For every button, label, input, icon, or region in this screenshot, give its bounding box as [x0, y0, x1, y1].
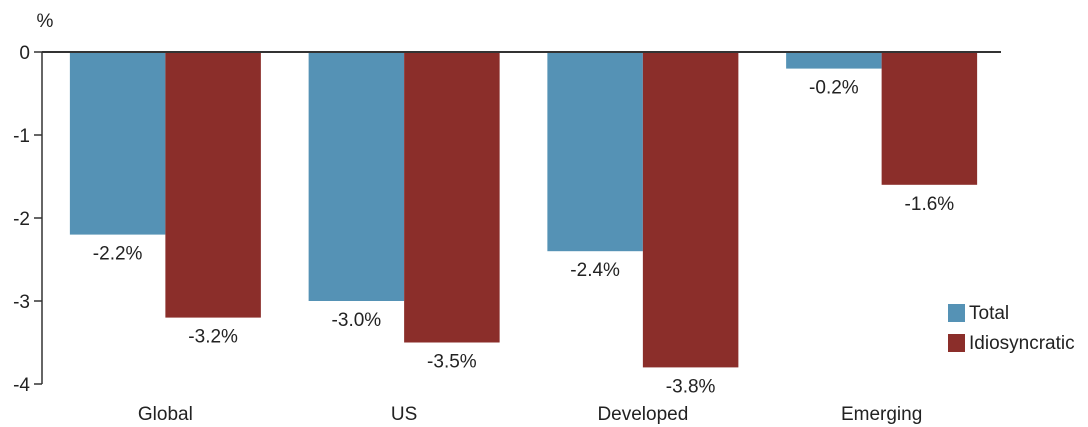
y-tick-label: -1	[13, 126, 30, 147]
bar	[786, 52, 882, 69]
value-label: -3.5%	[427, 352, 477, 373]
y-tick-label: 0	[19, 43, 30, 64]
y-tick-label: -3	[13, 292, 30, 313]
bar	[165, 52, 261, 318]
bar	[881, 52, 978, 185]
value-label: -2.2%	[93, 244, 143, 265]
bar	[547, 52, 643, 252]
value-label: -3.0%	[332, 310, 382, 331]
legend-label: Total	[969, 303, 1009, 324]
bar	[404, 52, 500, 343]
bar	[642, 52, 739, 368]
y-tick-label: -4	[13, 375, 30, 396]
value-label: -2.4%	[570, 260, 620, 281]
x-tick-label: Global	[138, 404, 193, 425]
legend-label: Idiosyncratic	[969, 333, 1075, 354]
x-tick-label: Developed	[597, 404, 688, 425]
legend-swatch	[948, 304, 965, 322]
bar	[69, 52, 166, 235]
value-label: -1.6%	[905, 194, 955, 215]
value-label: -3.8%	[666, 376, 716, 397]
value-label: -3.2%	[188, 327, 238, 348]
y-axis-label: %	[37, 11, 54, 32]
value-label: -0.2%	[809, 78, 859, 99]
bar	[308, 52, 405, 301]
x-tick-label: Emerging	[841, 404, 922, 425]
x-tick-label: US	[391, 404, 417, 425]
y-tick-label: -2	[13, 209, 30, 230]
legend-swatch	[948, 334, 965, 352]
